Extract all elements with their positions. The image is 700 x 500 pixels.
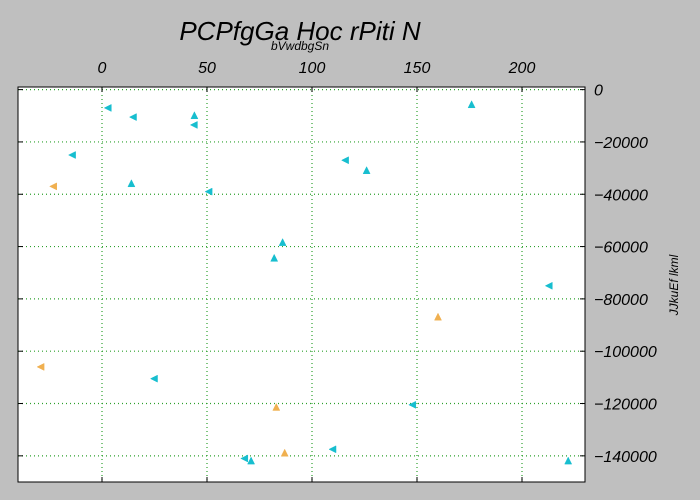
data-point: [190, 111, 199, 120]
data-points: [36, 100, 573, 465]
x-axis-ticks: 0 50 100 150 200: [98, 60, 536, 482]
data-point: [280, 448, 289, 457]
x-tick-label: 50: [198, 60, 216, 77]
y-tick-label: −20000: [594, 135, 648, 152]
data-point: [408, 400, 417, 409]
data-point: [247, 456, 256, 465]
data-point: [341, 156, 349, 165]
data-point: [362, 166, 371, 174]
y-tick-label: −40000: [594, 187, 648, 204]
data-point: [49, 182, 57, 191]
y-tick-label: −80000: [594, 292, 648, 309]
data-point: [278, 238, 287, 246]
data-point: [36, 362, 45, 371]
y-tick-label: −60000: [594, 240, 648, 257]
data-point: [68, 151, 76, 159]
data-point: [467, 100, 476, 109]
data-point: [149, 374, 158, 383]
data-point: [103, 104, 112, 112]
y-axis-label: JJkuEf lkml: [667, 254, 681, 316]
data-point: [328, 445, 337, 454]
data-point: [564, 456, 573, 465]
data-point: [270, 253, 279, 262]
chart-title: PCPfgGa Hoc rPiti N: [179, 16, 421, 46]
data-point: [272, 402, 281, 411]
data-point: [189, 121, 198, 129]
plot-area: [17, 86, 586, 483]
x-tick-label: 200: [508, 60, 536, 77]
x-tick-label: 0: [98, 60, 107, 77]
data-point: [127, 179, 136, 188]
x-tick-label: 100: [299, 60, 326, 77]
x-axis-label: bVwdbgSn: [271, 39, 329, 53]
y-tick-label: 0: [594, 83, 603, 100]
y-tick-label: −140000: [594, 449, 657, 466]
y-axis-ticks: 0 −20000 −40000 −60000 −80000 −100000 −120000 −…: [18, 83, 657, 466]
x-tick-label: 150: [404, 60, 431, 77]
y-tick-label: −100000: [594, 344, 657, 361]
data-point: [434, 312, 442, 321]
grid: [18, 87, 585, 482]
data-point: [128, 113, 137, 121]
data-point: [240, 454, 249, 463]
data-point: [204, 187, 213, 196]
data-point: [544, 281, 553, 290]
y-tick-label: −120000: [594, 397, 657, 414]
